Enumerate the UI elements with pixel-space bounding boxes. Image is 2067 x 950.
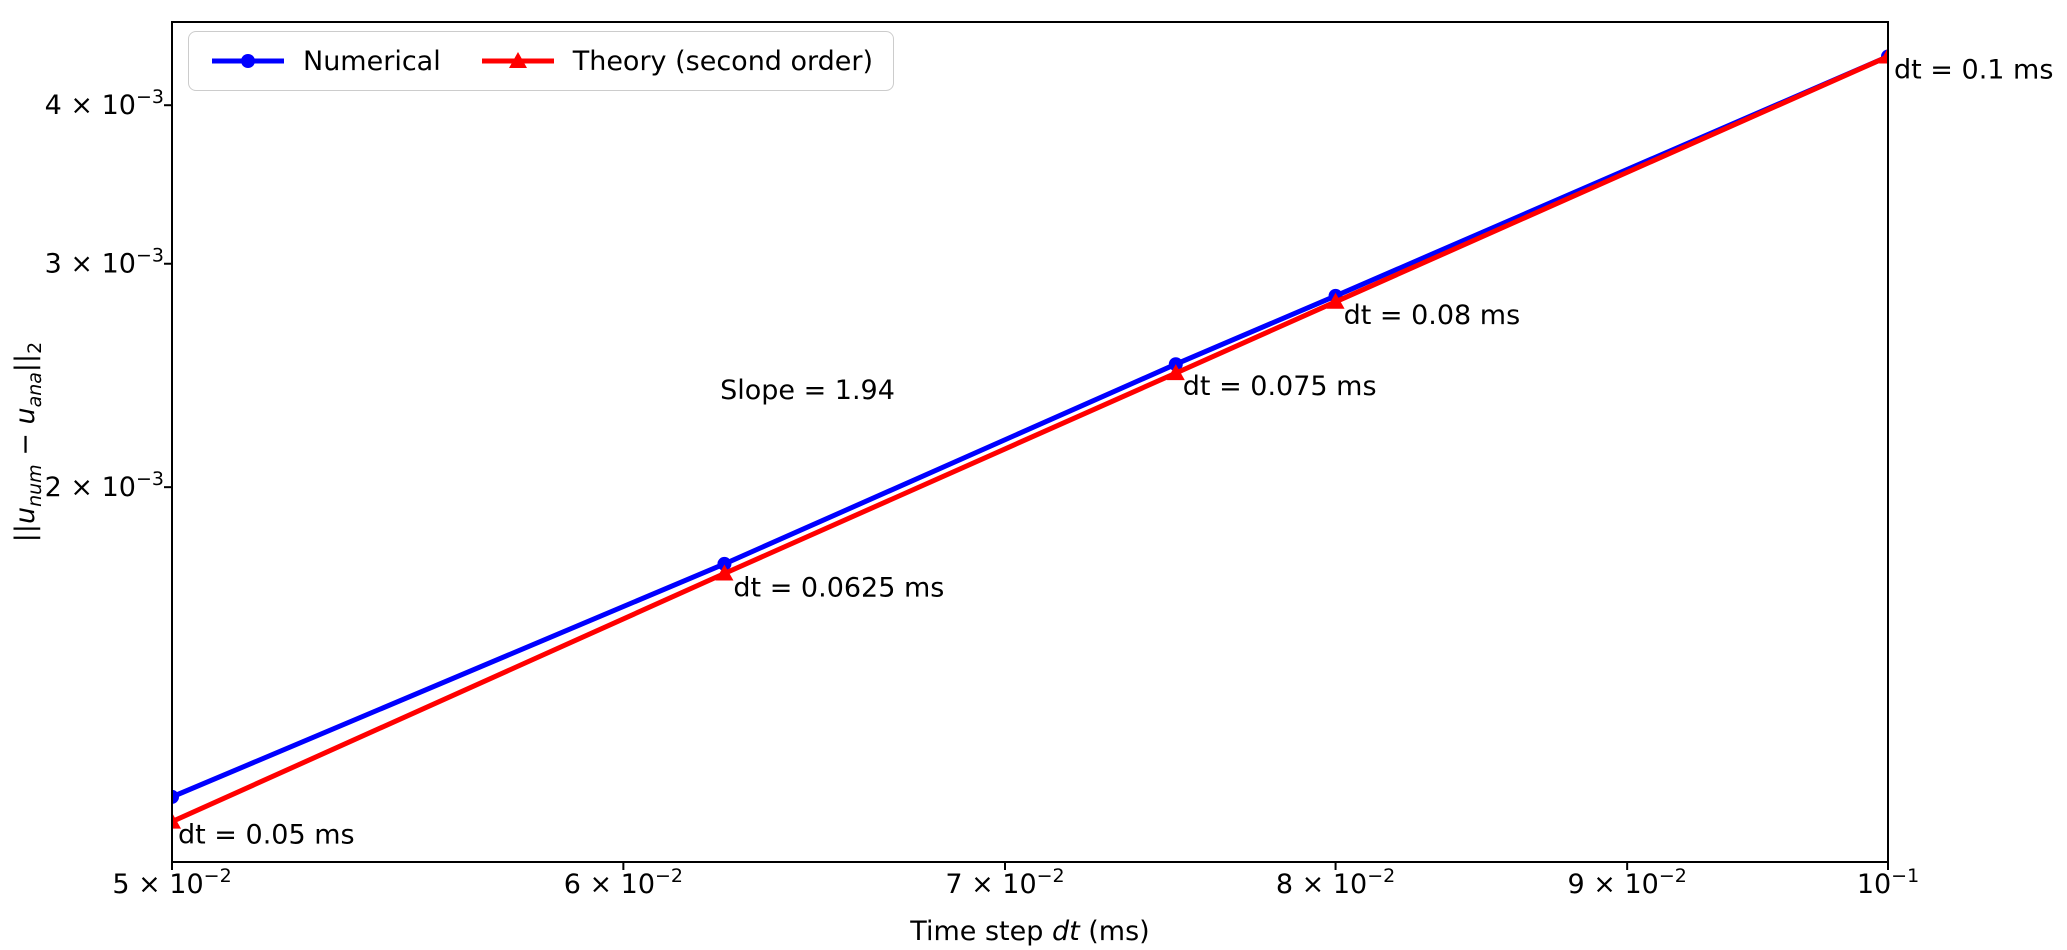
y-tick-label: 2 × 10−3 [45, 468, 164, 503]
x-tick-label: 10−1 [1857, 865, 1919, 900]
x-tick-label: 8 × 10−2 [1276, 865, 1395, 900]
y-tick-label: 3 × 10−3 [45, 245, 164, 280]
legend-label-numerical: Numerical [303, 45, 441, 77]
annotation-dt: dt = 0.1 ms [1894, 54, 2053, 85]
data-point-marker-theory [1326, 292, 1345, 309]
legend-entry-numerical: Numerical [209, 46, 441, 77]
annotation-slope: Slope = 1.94 [720, 375, 895, 406]
series-layer [172, 47, 1888, 829]
data-point-marker-theory [172, 812, 181, 829]
x-axis-label: Time step dt (ms) [909, 916, 1149, 947]
y-axis-label: ||unum − uana||2 [10, 342, 46, 542]
annotation-dt: dt = 0.075 ms [1183, 371, 1377, 402]
y-tick-label: 4 × 10−3 [45, 86, 164, 121]
legend: Numerical Theory (second order) [188, 31, 895, 91]
series-line-numerical [172, 54, 1888, 800]
data-point-marker-numerical [717, 556, 732, 571]
x-tick-label: 9 × 10−2 [1567, 865, 1686, 900]
plot-border [171, 21, 1889, 863]
x-tick-label: 5 × 10−2 [112, 865, 231, 900]
data-point-marker-theory [1879, 47, 1888, 64]
data-point-marker-numerical [172, 789, 179, 804]
legend-label-theory: Theory (second order) [572, 45, 874, 77]
x-tick-label: 6 × 10−2 [564, 865, 683, 900]
legend-line-triangle-icon [481, 52, 554, 68]
annotation-dt: dt = 0.08 ms [1344, 300, 1521, 331]
legend-line-circle-icon [212, 54, 284, 68]
data-point-marker-theory [1166, 364, 1185, 381]
series-line-theory [172, 54, 1888, 825]
annotation-dt: dt = 0.05 ms [178, 820, 355, 851]
annotation-dt: dt = 0.0625 ms [733, 572, 944, 603]
x-tick-label: 7 × 10−2 [945, 865, 1064, 900]
data-point-marker-theory [715, 564, 734, 581]
legend-entry-theory: Theory (second order) [479, 46, 873, 77]
